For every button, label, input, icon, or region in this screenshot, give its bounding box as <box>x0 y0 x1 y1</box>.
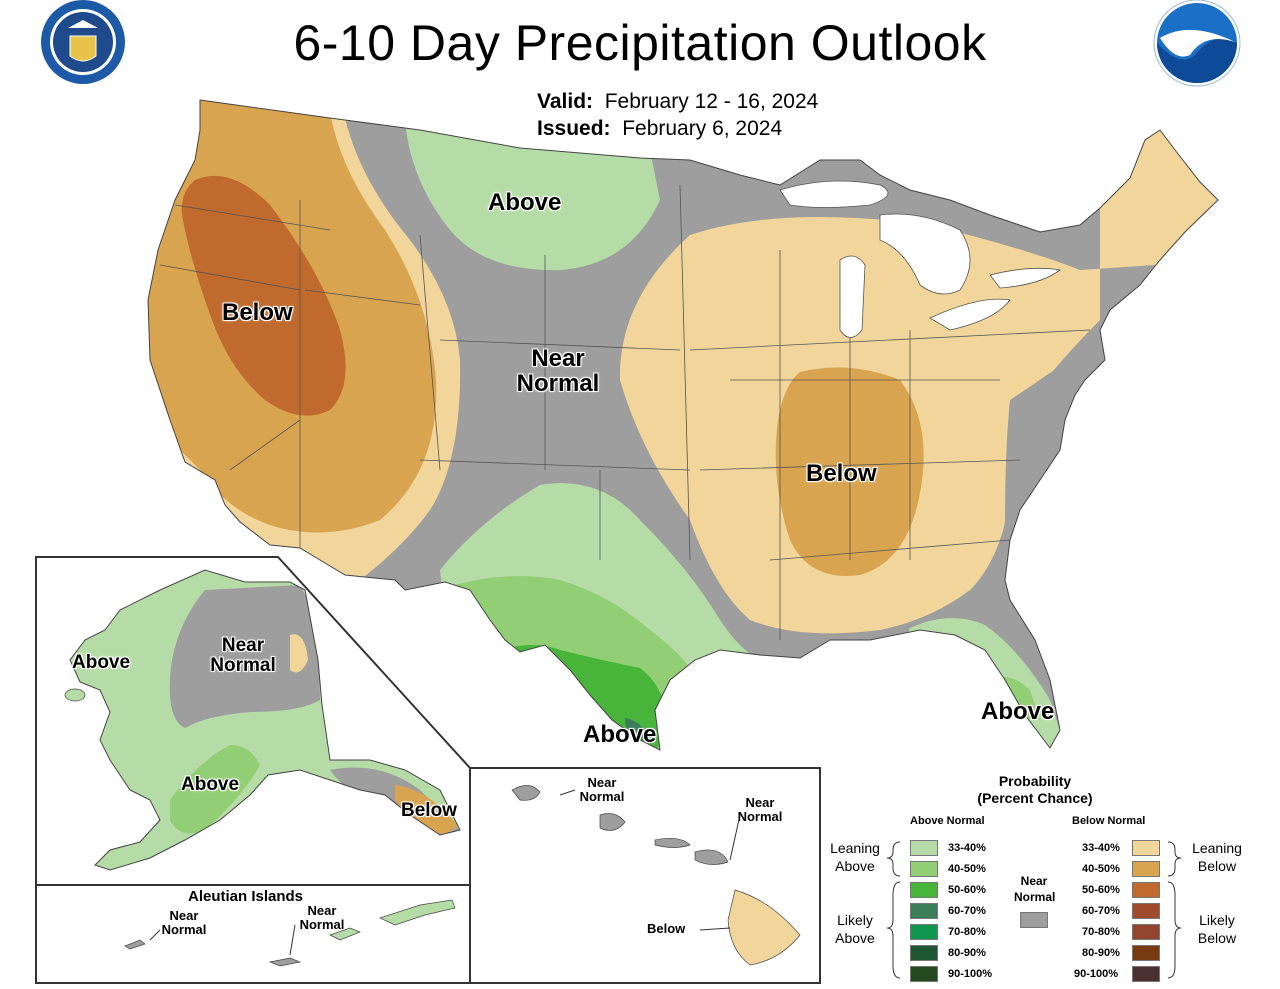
issued-value: February 6, 2024 <box>622 117 783 140</box>
map-title: 6-10 Day Precipitation Outlook <box>293 15 987 71</box>
swatch-above-40-50 <box>910 861 938 877</box>
swatch-above-60-70 <box>910 903 938 919</box>
label-ak-above-west: Above <box>72 652 131 673</box>
swatch-below-60-70 <box>1132 903 1160 919</box>
below-line: Below <box>1197 929 1237 946</box>
label-hi-near-normal-b: Near Normal <box>733 796 787 823</box>
normal-line: Normal <box>579 788 625 804</box>
likely-line: Likely <box>837 912 873 928</box>
hawaii-inset <box>469 767 821 984</box>
range-below-6: 90-100% <box>1074 968 1119 980</box>
legend-near-normal: Near Normal <box>1014 874 1056 905</box>
range-above-0: 33-40% <box>948 842 986 854</box>
swatch-below-33-40 <box>1132 840 1160 856</box>
label-aleut-near-normal-b: Near Normal <box>295 904 349 931</box>
label-ak-above-south: Above <box>181 774 240 795</box>
label-above-texas: Above <box>583 721 657 748</box>
range-below-1: 40-50% <box>1082 863 1120 875</box>
leaning-line: Leaning <box>830 840 880 856</box>
leaning-line: Leaning <box>1192 840 1242 856</box>
range-above-4: 70-80% <box>948 926 986 938</box>
legend-likely-above: Likely Above <box>825 912 885 947</box>
swatch-above-50-60 <box>910 882 938 898</box>
label-above-florida: Above <box>981 698 1055 725</box>
near-line: Near <box>169 908 199 923</box>
range-above-6: 90-100% <box>948 968 993 980</box>
normal-line: Normal <box>516 370 600 398</box>
commerce-seal-icon <box>41 0 125 84</box>
swatch-below-70-80 <box>1132 924 1160 940</box>
legend-likely-below: Likely Below <box>1186 912 1248 947</box>
legend-below-header: Below Normal <box>1072 815 1146 827</box>
likely-line: Likely <box>1199 912 1235 928</box>
below-line: Below <box>1197 857 1237 874</box>
aleutian-title: Aleutian Islands <box>188 888 304 905</box>
issued-label: Issued: <box>537 117 611 140</box>
label-ak-near-normal: Near Normal <box>204 636 282 676</box>
label-below-east: Below <box>806 460 877 487</box>
swatch-above-80-90 <box>910 945 938 961</box>
legend-leaning-above: Leaning Above <box>825 840 885 875</box>
near-line: Near <box>307 903 337 918</box>
legend-leaning-below: Leaning Below <box>1186 840 1248 875</box>
range-above-1: 40-50% <box>948 863 986 875</box>
label-above-north: Above <box>488 189 562 216</box>
issued-date: Issued: February 6, 2024 <box>537 117 782 141</box>
normal-line: Normal <box>1014 889 1056 904</box>
range-above-2: 50-60% <box>948 884 986 896</box>
normal-line: Normal <box>299 916 345 932</box>
above-line: Above <box>835 929 875 946</box>
near-line: Near <box>745 795 775 810</box>
above-line: Above <box>835 857 875 874</box>
swatch-below-80-90 <box>1132 945 1160 961</box>
legend-title-line1: Probability <box>998 773 1072 789</box>
range-below-2: 50-60% <box>1082 884 1120 896</box>
label-ak-below-se: Below <box>401 800 457 821</box>
label-hi-near-normal-a: Near Normal <box>575 776 629 803</box>
range-above-5: 80-90% <box>948 947 986 959</box>
range-below-5: 80-90% <box>1082 947 1120 959</box>
swatch-above-90-100 <box>910 966 938 982</box>
near-line: Near <box>587 775 617 790</box>
label-near-normal-conus: Near Normal <box>512 345 604 398</box>
range-below-0: 33-40% <box>1082 842 1120 854</box>
valid-dates: Valid: February 12 - 16, 2024 <box>537 90 818 114</box>
legend-title: Probability (Percent Chance) <box>960 773 1110 807</box>
valid-label: Valid: <box>537 90 594 113</box>
normal-line: Normal <box>210 654 276 676</box>
range-above-3: 60-70% <box>948 905 986 917</box>
noaa-logo-icon <box>1153 0 1241 87</box>
normal-line: Normal <box>161 921 207 937</box>
range-below-4: 70-80% <box>1082 926 1120 938</box>
legend-braces <box>886 841 1182 979</box>
swatch-near-normal <box>1020 912 1048 928</box>
legend-above-header: Above Normal <box>910 815 985 827</box>
range-below-3: 60-70% <box>1082 905 1120 917</box>
swatch-below-50-60 <box>1132 882 1160 898</box>
near-line: Near <box>531 345 585 372</box>
normal-line: Normal <box>737 808 783 824</box>
swatch-above-70-80 <box>910 924 938 940</box>
near-line: Near <box>221 635 265 656</box>
swatch-above-33-40 <box>910 840 938 856</box>
valid-value: February 12 - 16, 2024 <box>604 90 819 113</box>
label-below-west: Below <box>222 299 293 326</box>
legend-title-line2: (Percent Chance) <box>977 789 1093 806</box>
label-hi-below: Below <box>647 921 686 936</box>
alaska-inset <box>35 556 471 886</box>
swatch-below-40-50 <box>1132 861 1160 877</box>
near-line: Near <box>1020 874 1048 888</box>
great-lakes <box>779 180 1061 338</box>
label-aleut-near-normal-a: Near Normal <box>157 909 211 936</box>
swatch-below-90-100 <box>1132 966 1160 982</box>
